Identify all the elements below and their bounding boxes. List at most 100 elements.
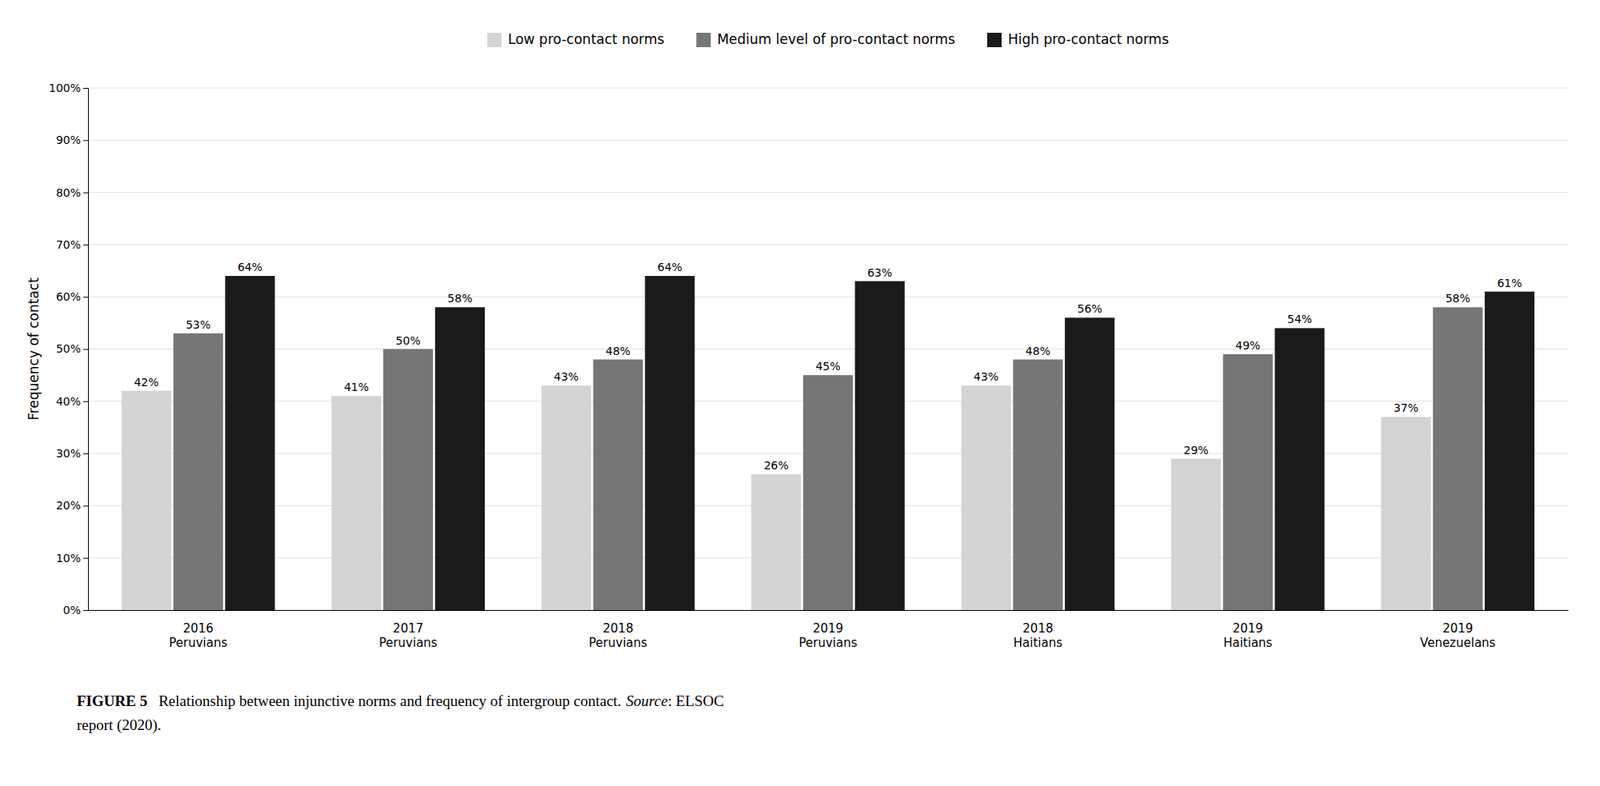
bar	[1380, 416, 1431, 611]
bar	[644, 276, 695, 611]
bar	[1171, 459, 1221, 611]
legend-item: Low pro-contact norms	[487, 31, 665, 48]
x-tick-label: 2018Peruvians	[588, 621, 648, 652]
bar	[224, 276, 275, 611]
y-tick: 70%	[56, 238, 88, 252]
data-label: 48%	[1025, 344, 1051, 358]
x-tick-label-line: 2016	[183, 621, 214, 636]
caption-part: FIGURE 5	[76, 692, 148, 710]
y-tick-label: 100%	[48, 81, 81, 95]
x-axis-line	[88, 610, 1569, 612]
x-tick: 2016Peruvians	[168, 621, 228, 652]
bar	[1432, 307, 1483, 611]
legend: Low pro-contact norms Medium level of pro…	[487, 31, 1169, 48]
y-tick: 30%	[56, 447, 88, 460]
y-tick-label: 10%	[56, 552, 81, 565]
bar	[1223, 354, 1273, 611]
y-tick-label: 80%	[56, 186, 81, 200]
x-tick-label-line: Peruvians	[379, 636, 438, 651]
y-tick: 90%	[56, 133, 88, 147]
data-label: 26%	[764, 459, 789, 472]
x-tick-label: 2019Venezuelans	[1420, 621, 1496, 652]
grid-line	[88, 192, 1568, 193]
legend-label: High pro-contact norms	[1008, 31, 1169, 48]
y-tick: 40%	[56, 395, 88, 408]
x-tick-label: 2016Peruvians	[168, 621, 228, 652]
x-tick-label-line: Peruvians	[799, 636, 858, 651]
x-tick-label-line: 2017	[392, 621, 424, 636]
caption-part: : ELSOC	[668, 692, 724, 710]
caption-part: Source	[626, 692, 668, 710]
data-label: 50%	[396, 334, 421, 348]
y-tick-label: 40%	[56, 395, 81, 408]
legend-swatch	[487, 32, 502, 48]
bar	[1064, 317, 1115, 611]
bar	[751, 474, 801, 611]
bar	[1012, 360, 1063, 611]
data-label: 49%	[1235, 339, 1260, 352]
grid-line	[88, 88, 1568, 89]
y-tick-mark	[83, 140, 88, 141]
y-axis: 0%10%20%30%40%50%60%70%80%90%100%	[48, 81, 89, 617]
data-label: 56%	[1077, 302, 1103, 316]
legend-item: Medium level of pro-contact norms	[696, 31, 956, 48]
data-label: 37%	[1393, 401, 1419, 415]
bar	[435, 307, 485, 611]
y-tick-mark	[83, 88, 88, 89]
data-label: 48%	[605, 344, 631, 358]
caption-part: 2020	[121, 716, 152, 734]
data-label: 58%	[1445, 292, 1471, 305]
bar	[961, 385, 1012, 611]
x-tick: 2017Peruvians	[379, 621, 438, 652]
y-tick-label: 30%	[56, 447, 81, 460]
chart: 42%41%43%26%43%29%37%53%50%48%45%48%49%5…	[0, 0, 1600, 786]
bar	[803, 375, 853, 611]
legend-label: Medium level of pro-contact norms	[716, 31, 956, 48]
y-tick-mark	[83, 558, 88, 560]
bar	[383, 349, 433, 612]
data-labels: 42%41%43%26%43%29%37%53%50%48%45%48%49%5…	[133, 260, 1522, 472]
data-label: 45%	[815, 360, 840, 373]
data-label: 64%	[237, 260, 263, 274]
y-tick-mark	[83, 296, 88, 298]
bar	[121, 391, 172, 611]
bar	[1274, 328, 1324, 611]
caption: FIGURE 5Relationship between injunctive …	[76, 692, 724, 735]
grid	[88, 88, 1568, 611]
y-tick-label: 50%	[56, 342, 81, 356]
y-tick-mark	[83, 401, 88, 403]
x-tick-label: 2019Haitians	[1223, 621, 1272, 652]
y-axis-line	[83, 88, 89, 612]
legend-swatch	[987, 32, 1002, 48]
y-tick-label: 70%	[56, 238, 81, 252]
y-tick: 60%	[56, 290, 88, 304]
grid-line	[88, 348, 1568, 350]
legend-label: Low pro-contact norms	[508, 31, 665, 48]
y-tick-mark	[83, 244, 88, 246]
bar-series	[224, 276, 1535, 611]
caption-part: report (	[76, 716, 122, 735]
caption-line: report (2020).	[76, 716, 162, 735]
x-tick-label-line: Venezuelans	[1420, 636, 1496, 651]
y-tick-mark	[83, 610, 88, 612]
data-label: 54%	[1287, 312, 1312, 326]
bar-series	[173, 307, 1484, 611]
y-tick-label: 90%	[56, 133, 81, 147]
x-tick-label-line: Peruvians	[168, 636, 228, 651]
x-tick-label: 2018Haitians	[1013, 621, 1063, 652]
data-label: 41%	[344, 380, 369, 394]
x-tick-label: 2019Peruvians	[799, 621, 858, 652]
x-tick-label-line: 2018	[1022, 621, 1053, 636]
x-tick-label-line: 2019	[1442, 621, 1473, 636]
data-label: 29%	[1184, 444, 1209, 457]
caption-part: ).	[152, 716, 161, 735]
y-axis-title: Frequency of contact	[25, 277, 42, 421]
x-tick-label-line: Haitians	[1223, 636, 1272, 651]
bar	[855, 281, 905, 611]
x-tick: 2019Venezuelans	[1420, 621, 1496, 652]
x-tick-label: 2017Peruvians	[379, 621, 438, 652]
bar	[173, 333, 224, 611]
y-tick: 80%	[56, 186, 88, 200]
y-tick-label: 0%	[63, 604, 81, 617]
legend-swatch	[696, 32, 711, 48]
